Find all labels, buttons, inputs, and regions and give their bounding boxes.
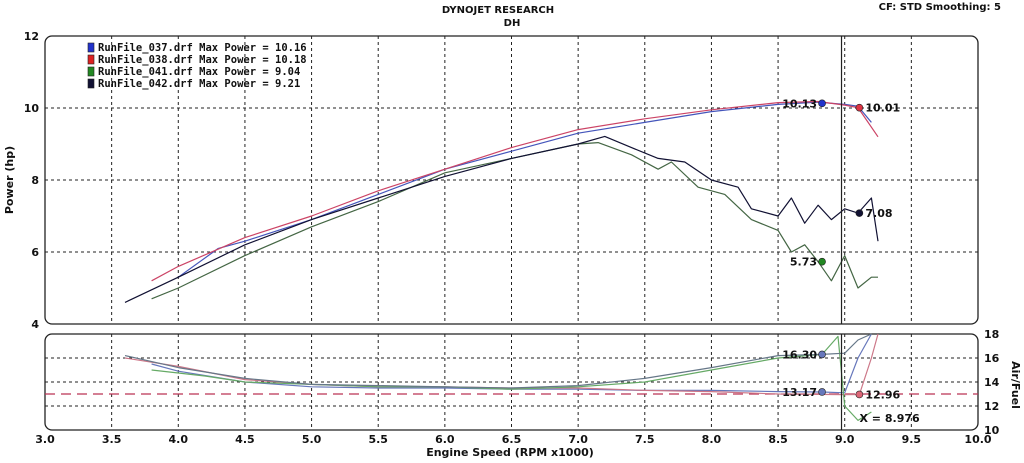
chart-subtitle: DH — [504, 18, 521, 29]
x-tick-label: 6.0 — [435, 433, 455, 446]
x-tick-label: 7.5 — [635, 433, 655, 446]
legend-entry: RunFile_042.drf Max Power = 9.21 — [98, 78, 300, 90]
power-marker-label: 5.73 — [790, 256, 817, 269]
airfuel-series-line-1 — [151, 333, 872, 394]
x-tick-label: 4.5 — [235, 433, 255, 446]
airfuel-y-tick-label: 10 — [984, 424, 1000, 437]
x-tick-label: 6.5 — [502, 433, 522, 446]
power-y-tick-label: 8 — [31, 174, 39, 187]
airfuel-marker-label: 16.30 — [782, 348, 817, 361]
power-marker-label: 10.13 — [782, 97, 817, 110]
airfuel-y-tick-label: 16 — [984, 352, 1000, 365]
x-axis-label: Engine Speed (RPM x1000) — [426, 446, 594, 459]
x-tick-label: 8.0 — [702, 433, 722, 446]
x-tick-label: 9.5 — [902, 433, 922, 446]
x-tick-label: 8.5 — [768, 433, 788, 446]
legend-swatch — [87, 78, 95, 89]
legend-entry: RunFile_041.drf Max Power = 9.04 — [98, 66, 300, 78]
power-marker-label: 10.01 — [865, 102, 900, 115]
legend-entry: RunFile_037.drf Max Power = 10.16 — [98, 42, 307, 54]
airfuel-y-tick-label: 18 — [984, 328, 999, 341]
power-axis-label: Power (hp) — [3, 146, 16, 214]
airfuel-marker-dot — [818, 350, 826, 359]
power-y-tick-label: 4 — [31, 318, 39, 331]
power-marker-dot — [818, 257, 826, 266]
airfuel-series-line-2 — [124, 333, 879, 396]
x-tick-label: 10.0 — [964, 433, 991, 446]
legend-swatch — [87, 66, 95, 77]
x-tick-label: 7.0 — [568, 433, 588, 446]
power-series-line-2 — [151, 100, 879, 282]
power-marker-dot — [855, 209, 864, 217]
x-tick-label: 5.5 — [368, 433, 388, 446]
power-marker-dot — [818, 99, 826, 108]
power-y-tick-label: 12 — [24, 30, 39, 43]
power-marker-dot — [855, 103, 864, 112]
cursor-readout: X = 8.976 — [860, 412, 920, 425]
x-tick-label: 4.0 — [169, 433, 189, 446]
power-series-line-4 — [124, 135, 879, 303]
power-series-line-3 — [151, 142, 878, 300]
x-tick-label: 3.0 — [35, 433, 55, 446]
airfuel-marker-dot — [855, 390, 864, 399]
legend-swatch — [87, 42, 95, 53]
power-marker-label: 7.08 — [865, 207, 892, 220]
x-tick-label: 9.0 — [835, 433, 855, 446]
chart-title: DYNOJET RESEARCH — [442, 5, 554, 16]
legend-entry: RunFile_038.drf Max Power = 10.18 — [98, 54, 307, 66]
legend-swatch — [87, 54, 95, 65]
airfuel-marker-label: 13.17 — [782, 386, 817, 399]
chart-settings: CF: STD Smoothing: 5 — [879, 2, 1001, 13]
airfuel-marker-label: 12.96 — [865, 388, 900, 401]
airfuel-series-line-4 — [124, 333, 872, 389]
airfuel-y-tick-label: 12 — [984, 400, 999, 413]
airfuel-y-tick-label: 14 — [984, 376, 1000, 389]
x-tick-label: 3.5 — [102, 433, 122, 446]
x-tick-label: 5.0 — [302, 433, 322, 446]
airfuel-marker-dot — [818, 388, 826, 396]
power-y-tick-label: 6 — [31, 246, 39, 259]
airfuel-axis-label: Air/Fuel — [1009, 361, 1022, 409]
power-y-tick-label: 10 — [24, 102, 40, 115]
